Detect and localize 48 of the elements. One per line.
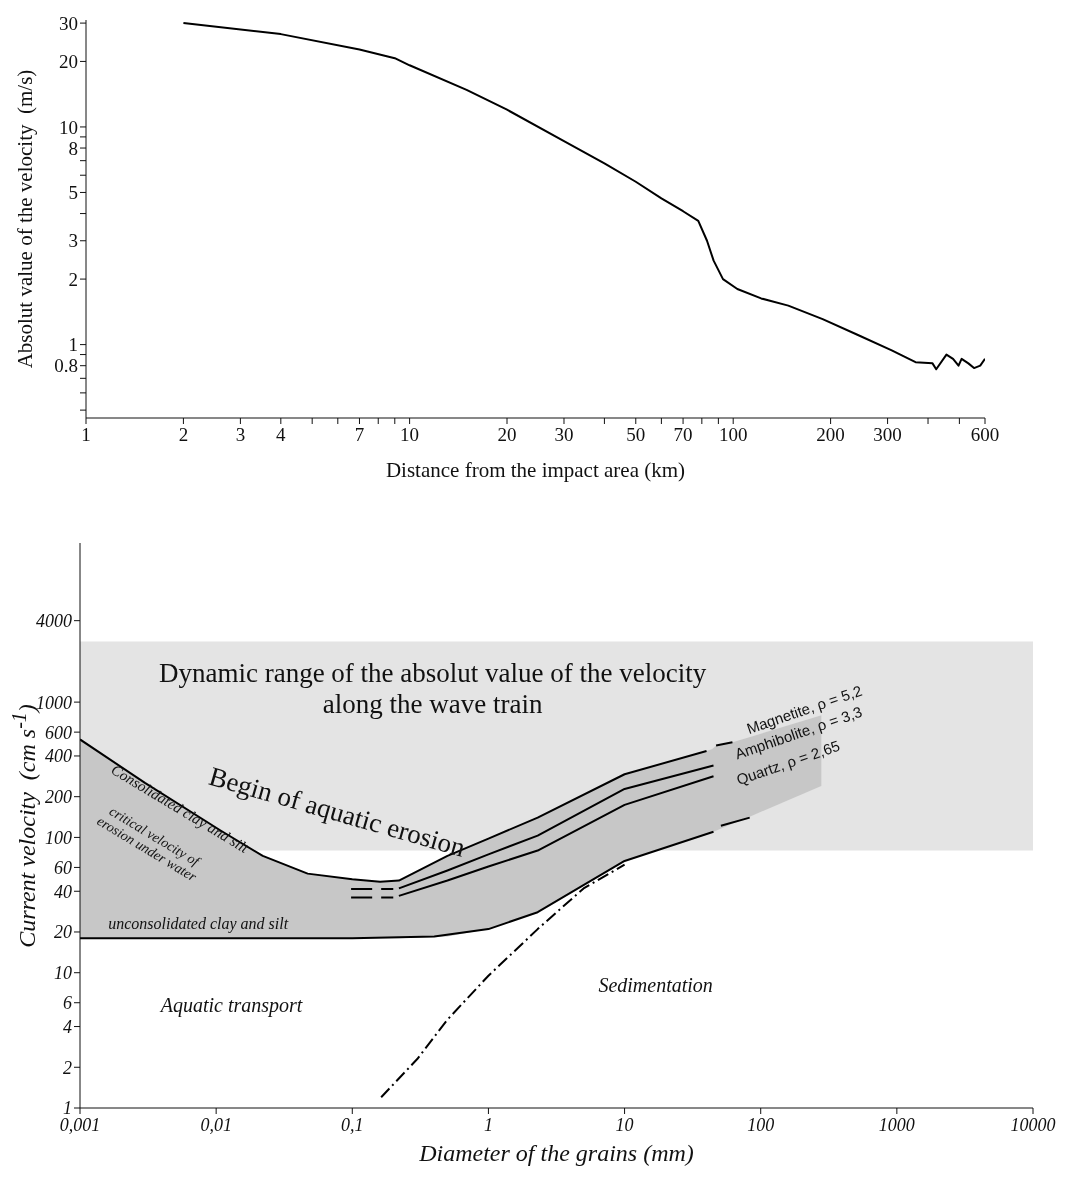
x-tick-label: 10 [615,1114,634,1135]
y-tick-label: 30 [59,12,78,34]
x-tick-label: 4 [276,424,287,446]
y-tick-label: 10 [54,963,72,984]
annotation: unconsolidated clay and silt [108,914,289,933]
annotation: Sedimentation [598,974,713,997]
y-tick-label: 4000 [36,611,72,632]
x-tick-label: 300 [873,424,902,446]
annotation: Aquatic transport [158,993,303,1017]
y-axis-title: Absolut value of the velocity (m/s) [12,69,38,369]
y-tick-label: 1 [68,334,78,356]
y-tick-label: 20 [54,922,72,943]
x-tick-label: 600 [970,424,1000,446]
y-tick-label: 8 [68,137,78,159]
x-tick-label: 7 [354,424,365,446]
x-tick-label: 3 [235,424,246,446]
x-tick-label: 30 [554,424,574,446]
x-axis-title: Distance from the impact area (km) [385,457,686,483]
x-axis-title: Diameter of the grains (mm) [419,1139,694,1167]
y-tick-label: 60 [54,857,72,878]
x-tick-label: 50 [626,424,646,446]
x-tick-label: 10 [400,424,420,446]
x-tick-label: 1000 [878,1114,915,1135]
x-tick-label: 2 [178,424,189,446]
y-tick-label: 3 [68,230,78,252]
x-tick-label: 0,1 [341,1114,364,1135]
x-tick-label: 200 [816,424,845,446]
y-tick-label: 0.8 [54,355,78,377]
y-tick-label: 100 [45,827,72,848]
y-tick-label: 2 [68,268,78,290]
y-tick-label: 40 [54,881,72,902]
x-tick-label: 20 [497,424,517,446]
x-tick-label: 100 [718,424,748,446]
y-tick-label: 4 [63,1016,72,1037]
x-tick-label: 100 [747,1114,775,1135]
x-tick-label: 0,01 [200,1114,232,1135]
y-tick-label: 6 [63,993,72,1014]
y-tick-label: 5 [68,182,78,204]
y-tick-label: 600 [45,722,72,743]
y-tick-label: 400 [45,746,72,767]
band-label: Dynamic range of the absolut value of the velocity along the wave train [158,657,707,719]
y-tick-label: 200 [45,787,72,808]
x-tick-label: 10000 [1010,1114,1056,1135]
y-tick-label: 20 [59,51,78,73]
y-tick-label: 10 [59,116,78,138]
x-tick-label: 70 [673,424,693,446]
x-tick-label: 1 [483,1114,493,1135]
y-tick-label: 2 [63,1057,72,1078]
